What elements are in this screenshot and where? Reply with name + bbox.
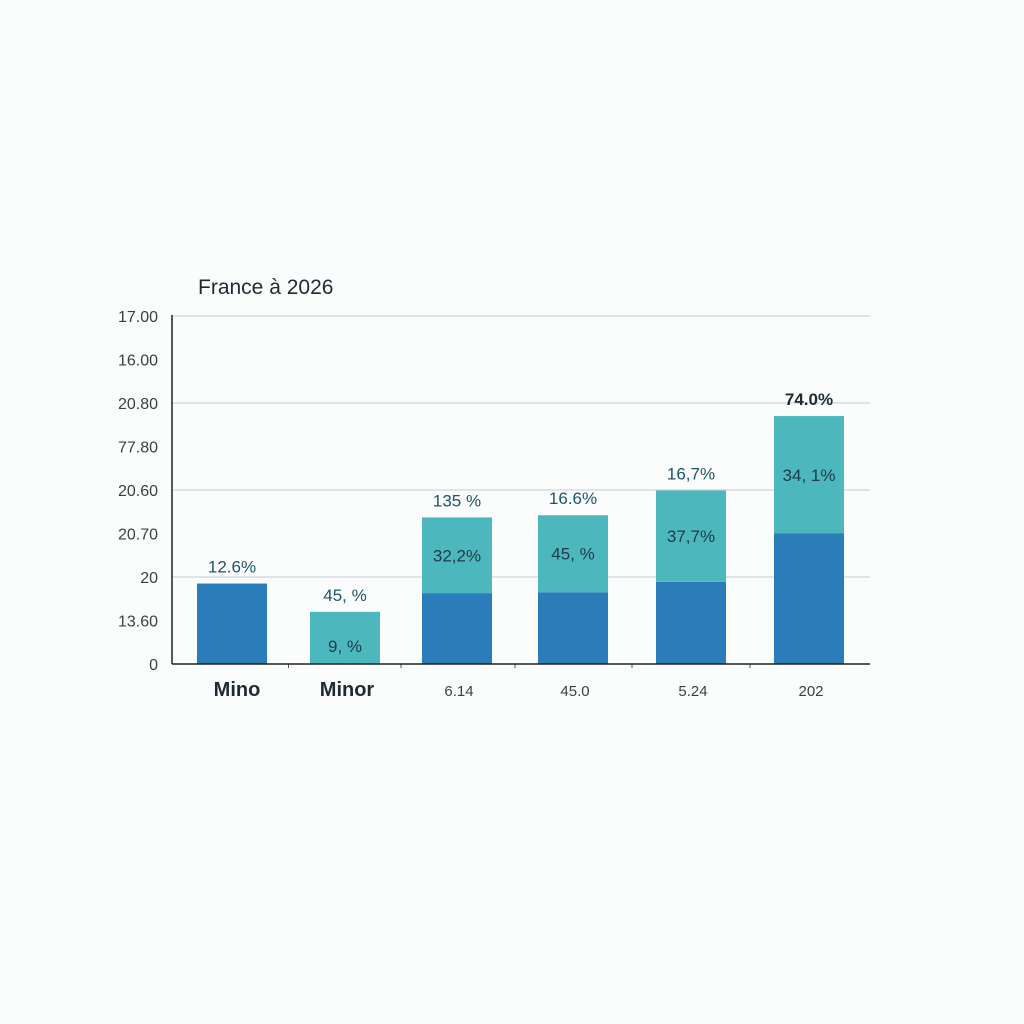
data-label-inner: 45, %: [551, 545, 594, 564]
bar-segment-dark: [774, 533, 844, 664]
y-tick-label: 0: [149, 657, 158, 674]
data-label-inner: 37,7%: [667, 527, 715, 546]
x-axis-ticks: Mino Minor 6.14 45.0 5.24 202: [214, 664, 824, 701]
data-label-inner: 34, 1%: [783, 466, 836, 485]
bar-segment-light: [656, 490, 726, 582]
bar-segment-dark: [538, 592, 608, 664]
bar-segment-dark: [656, 581, 726, 664]
bar-segment-dark: [197, 583, 267, 664]
x-tick-label: Minor: [320, 679, 375, 701]
x-tick-label: Mino: [214, 679, 261, 701]
x-tick-label: 202: [798, 683, 823, 700]
bar-segment-light: [310, 611, 380, 664]
y-tick-label: 77.80: [118, 440, 158, 457]
data-label-inner: 9, %: [328, 637, 362, 656]
x-tick-label: 6.14: [444, 683, 473, 700]
y-tick-label: 20: [140, 570, 158, 587]
y-tick-label: 17.00: [118, 309, 158, 326]
bar-segment-light: [774, 416, 844, 534]
chart-title: France à 2026: [198, 276, 333, 299]
y-tick-label: 16.00: [118, 353, 158, 370]
data-label-inner: 32,2%: [433, 546, 481, 565]
x-tick-label: 45.0: [560, 683, 589, 700]
y-tick-label: 13.60: [118, 614, 158, 631]
y-tick-label: 20.70: [118, 527, 158, 544]
y-tick-label: 20.60: [118, 483, 158, 500]
bar-segment-light: [422, 517, 492, 594]
data-label-top: 12.6%: [208, 558, 256, 577]
data-label-top: 16,7%: [667, 464, 715, 483]
bar-segment-dark: [422, 593, 492, 664]
x-tick-label: 5.24: [678, 683, 707, 700]
data-label-top: 45, %: [323, 586, 366, 605]
bar-segment-light: [538, 515, 608, 593]
bars: [197, 416, 844, 664]
data-label-top: 74.0%: [785, 390, 833, 409]
y-axis-ticks: 0 13.60 20 20.70 20.60 77.80 20.80 16.00 17.00: [118, 309, 158, 674]
data-label-top: 135 %: [433, 491, 481, 510]
grid: [172, 315, 870, 578]
y-tick-label: 20.80: [118, 396, 158, 413]
data-labels: 12.6% 45, % 9, % 135 % 32,2% 16.6% 45, % 16,7% 3…: [208, 390, 836, 656]
data-label-top: 16.6%: [549, 489, 597, 508]
